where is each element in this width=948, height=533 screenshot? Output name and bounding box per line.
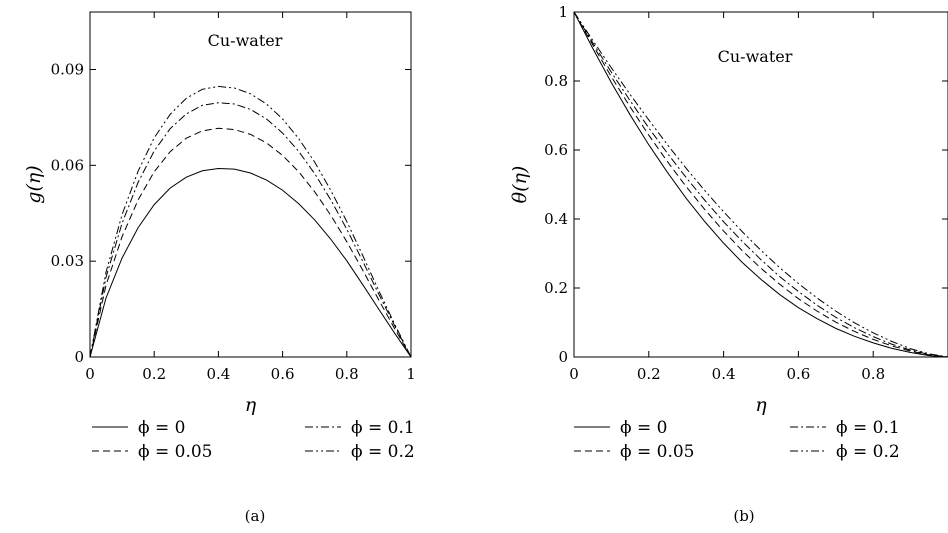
x-tick-label: 0.4 bbox=[712, 365, 736, 383]
annotation-label: Cu-water bbox=[718, 47, 793, 66]
annotation-label: Cu-water bbox=[208, 31, 283, 50]
x-axis-label: η bbox=[755, 394, 767, 416]
legend-entry-2: ϕ = 0.1 bbox=[351, 418, 415, 438]
series-line-0 bbox=[89, 168, 412, 358]
legend-entry-1: ϕ = 0.05 bbox=[138, 442, 213, 462]
series-line-3 bbox=[574, 12, 948, 357]
series-group bbox=[89, 85, 412, 358]
y-tick-label: 0 bbox=[558, 348, 568, 366]
x-tick-label: 0.8 bbox=[861, 365, 885, 383]
x-tick-label: 0.8 bbox=[335, 365, 359, 383]
legend-entry-1: ϕ = 0.05 bbox=[620, 442, 695, 462]
legend-entry-3: ϕ = 0.2 bbox=[836, 442, 900, 462]
y-tick-label: 0.4 bbox=[544, 210, 568, 228]
legend-entry-2: ϕ = 0.1 bbox=[836, 418, 900, 438]
chart-panel-b: 0 0.2 0.4 0.6 0.8 0 0.2 0.4 0.6 0.8 1 η θ(η) Cu-water… bbox=[509, 3, 948, 525]
y-tick-label: 0 bbox=[74, 348, 84, 366]
x-tick-label: 0.2 bbox=[637, 365, 661, 383]
y-axis-label: θ(η) bbox=[509, 166, 531, 204]
y-tick-label: 0.03 bbox=[51, 252, 84, 270]
y-tick-label: 0.06 bbox=[51, 156, 84, 174]
plot-frame bbox=[573, 11, 948, 358]
series-line-1 bbox=[574, 12, 948, 357]
series-line-2 bbox=[89, 102, 412, 358]
series-group bbox=[574, 12, 948, 357]
chart-panel-a: 0 0.2 0.4 0.6 0.8 1 0 0.03 0.06 0.09 η g(η) Cu-water… bbox=[23, 11, 416, 525]
y-tick-label: 0.2 bbox=[544, 279, 568, 297]
series-line-0 bbox=[574, 12, 948, 357]
y-tick-label: 1 bbox=[558, 3, 568, 21]
legend-entry-3: ϕ = 0.2 bbox=[351, 442, 415, 462]
y-tick-label: 0.6 bbox=[544, 141, 568, 159]
series-line-1 bbox=[89, 127, 412, 358]
panel-label: (a) bbox=[245, 507, 266, 525]
x-tick-label: 1 bbox=[406, 365, 416, 383]
x-tick-label: 0.2 bbox=[142, 365, 166, 383]
x-tick-label: 0 bbox=[85, 365, 95, 383]
y-tick-label: 0.8 bbox=[544, 72, 568, 90]
legend-entry-0: ϕ = 0 bbox=[620, 418, 667, 438]
series-line-3 bbox=[89, 85, 412, 358]
x-tick-label: 0.6 bbox=[786, 365, 810, 383]
y-tick-label: 0.09 bbox=[51, 61, 84, 79]
y-axis-label: g(η) bbox=[23, 165, 45, 203]
x-tick-label: 0.4 bbox=[206, 365, 230, 383]
x-tick-label: 0.6 bbox=[271, 365, 295, 383]
x-tick-label: 0 bbox=[569, 365, 579, 383]
legend-entry-0: ϕ = 0 bbox=[138, 418, 185, 438]
series-line-2 bbox=[574, 12, 948, 357]
plot-frame bbox=[89, 11, 412, 358]
x-axis-label: η bbox=[245, 394, 257, 416]
panel-label: (b) bbox=[733, 507, 754, 525]
